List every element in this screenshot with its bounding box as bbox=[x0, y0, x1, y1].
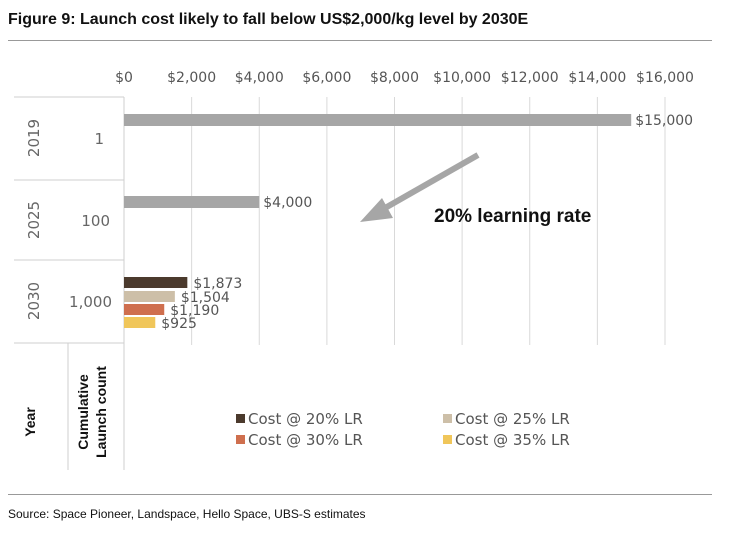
annotation-learning-rate: 20% learning rate bbox=[434, 206, 591, 227]
bottom-rule bbox=[8, 494, 712, 495]
annotation-arrow-shaft bbox=[376, 152, 480, 215]
year-label-2019: 2019 bbox=[25, 119, 43, 157]
x-tick-label: $6,000 bbox=[302, 70, 351, 86]
legend: Cost @ 20% LR Cost @ 25% LR Cost @ 30% LR C… bbox=[236, 410, 570, 449]
launch-count-2025: 100 bbox=[81, 212, 110, 230]
bar-value-label: $4,000 bbox=[263, 195, 312, 211]
bar bbox=[124, 317, 156, 328]
year-label-2030: 2030 bbox=[25, 282, 43, 320]
launch-count-header-line1: Cumulative bbox=[75, 374, 91, 450]
gridlines bbox=[191, 97, 666, 345]
legend-swatch bbox=[443, 414, 452, 423]
source-note: Source: Space Pioneer, Landspace, Hello … bbox=[8, 507, 366, 521]
x-tick-label: $4,000 bbox=[235, 70, 284, 86]
bar-value-label: $925 bbox=[161, 316, 197, 332]
legend-label: Cost @ 30% LR bbox=[248, 431, 363, 449]
bar-value-label: $1,190 bbox=[170, 303, 219, 319]
launch-cost-chart: 2019 2025 2030 1 100 1,000 Year Cumulati… bbox=[14, 70, 694, 470]
legend-swatch bbox=[236, 414, 245, 423]
figure-title: Figure 9: Launch cost likely to fall bel… bbox=[8, 11, 529, 28]
x-tick-label: $16,000 bbox=[636, 70, 694, 86]
bar-value-label: $1,504 bbox=[181, 290, 230, 306]
x-tick-label: $14,000 bbox=[568, 70, 626, 86]
x-tick-label: $10,000 bbox=[433, 70, 491, 86]
launch-count-2019: 1 bbox=[94, 130, 104, 148]
bar-value-label: $1,873 bbox=[193, 276, 242, 292]
x-tick-label: $2,000 bbox=[167, 70, 216, 86]
legend-label: Cost @ 25% LR bbox=[455, 410, 570, 428]
year-header: Year bbox=[22, 407, 38, 437]
category-table bbox=[14, 96, 125, 470]
bar bbox=[124, 114, 632, 126]
bar bbox=[124, 196, 260, 208]
x-tick-label: $12,000 bbox=[501, 70, 559, 86]
data-labels: $15,000 $4,000 $1,873$1,504$1,190$925 bbox=[161, 113, 693, 332]
launch-count-2030: 1,000 bbox=[69, 293, 112, 311]
bar-value-label: $15,000 bbox=[635, 113, 693, 129]
bar bbox=[124, 277, 188, 288]
top-rule bbox=[8, 40, 712, 41]
annotation-arrow-head bbox=[360, 198, 393, 222]
legend-swatch bbox=[443, 435, 452, 444]
bar bbox=[124, 291, 175, 302]
legend-label: Cost @ 20% LR bbox=[248, 410, 363, 428]
bar bbox=[124, 304, 165, 315]
legend-swatch bbox=[236, 435, 245, 444]
year-label-2025: 2025 bbox=[25, 201, 43, 239]
bars bbox=[124, 114, 632, 328]
legend-label: Cost @ 35% LR bbox=[455, 431, 570, 449]
x-tick-label: $8,000 bbox=[370, 70, 419, 86]
x-axis-ticks: $0 $2,000 $4,000 $6,000 $8,000 $10,000 $12,000… bbox=[115, 70, 694, 86]
launch-count-header-line2: Launch count bbox=[93, 366, 109, 458]
x-tick-label: $0 bbox=[115, 70, 133, 86]
